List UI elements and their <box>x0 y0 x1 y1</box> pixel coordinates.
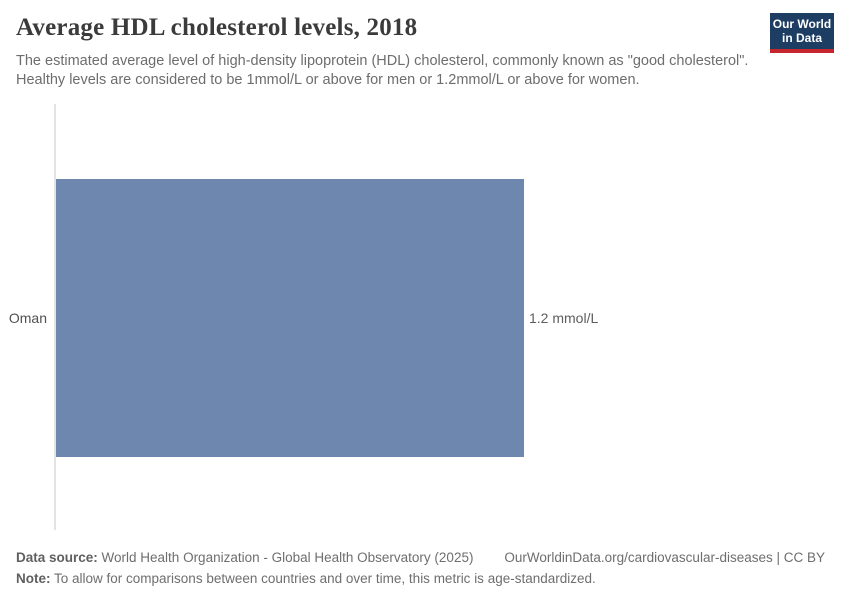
owid-logo-line1: Our World <box>772 17 832 31</box>
data-source-line: Data source: World Health Organization -… <box>16 547 473 568</box>
y-axis-line <box>54 104 56 530</box>
bar-oman[interactable] <box>56 179 524 457</box>
data-source-text: World Health Organization - Global Healt… <box>97 550 474 565</box>
chart-title: Average HDL cholesterol levels, 2018 <box>16 14 418 41</box>
owid-cc-by-link[interactable]: OurWorldinData.org/cardiovascular-diseas… <box>504 550 825 565</box>
note-text: To allow for comparisons between countri… <box>50 571 596 586</box>
owid-logo-line2: in Data <box>781 31 822 45</box>
footer: Data source: World Health Organization -… <box>16 547 825 589</box>
value-label-oman: 1.2 mmol/L <box>529 310 599 326</box>
data-source-prefix: Data source: <box>16 550 98 565</box>
note-prefix: Note: <box>16 571 51 586</box>
entity-label-oman: Oman <box>8 310 47 326</box>
owid-logo[interactable]: Our World in Data <box>770 13 834 53</box>
chart-subtitle: The estimated average level of high-dens… <box>16 53 749 88</box>
note-line: Note: To allow for comparisons between c… <box>16 568 596 589</box>
